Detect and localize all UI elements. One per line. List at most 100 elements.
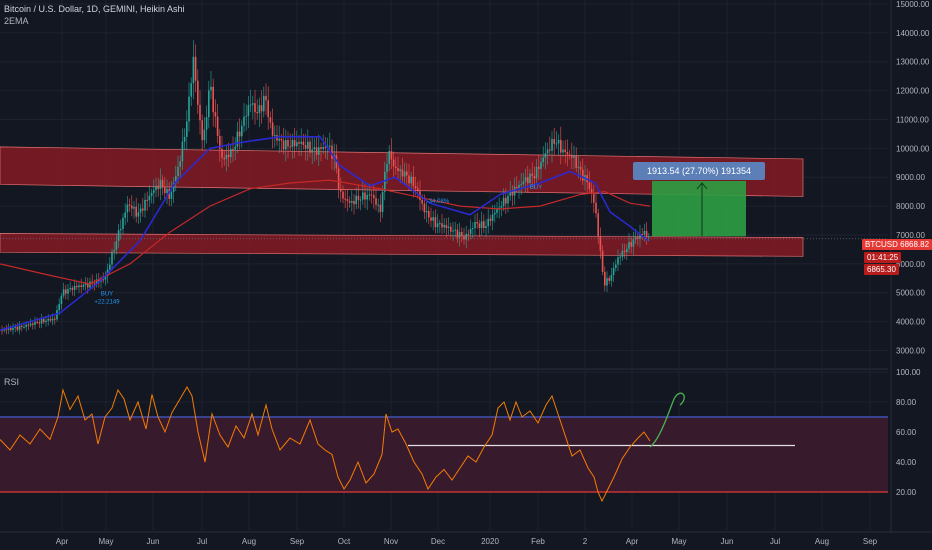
candle-body — [375, 198, 377, 205]
candle-body — [392, 159, 395, 167]
candles — [1, 40, 650, 335]
candle-body — [3, 329, 5, 331]
candle-body — [406, 171, 408, 176]
candle-body — [183, 136, 186, 142]
candle-body — [84, 283, 87, 285]
candle-body — [648, 236, 650, 238]
candle-body — [260, 105, 263, 112]
measure-label[interactable]: 1913.54 (27.70%) 191354 — [633, 162, 765, 180]
candle-body — [425, 211, 428, 213]
x-tick-label: May — [98, 537, 113, 546]
candle-body — [258, 105, 261, 114]
candle-body — [47, 318, 49, 321]
trade-annotation: +22.2149 — [94, 300, 120, 306]
candle-body — [274, 135, 276, 137]
candle-body — [144, 199, 146, 211]
candle-body — [439, 223, 441, 225]
candle-body — [458, 231, 461, 238]
rsi-projection-curve — [649, 392, 685, 448]
candle-body — [641, 233, 643, 235]
candle-body — [509, 191, 511, 196]
candle-body — [544, 153, 547, 158]
candle-body — [507, 195, 509, 204]
candle-body — [377, 204, 379, 206]
y-tick-label: 7000.00 — [896, 231, 925, 240]
candle-body — [133, 206, 135, 209]
candle-body — [628, 242, 630, 249]
candle-body — [111, 251, 113, 265]
candle-body — [25, 324, 27, 327]
x-tick-label: Aug — [242, 537, 256, 546]
candle-body — [159, 179, 162, 190]
candle-body — [454, 229, 456, 231]
candle-body — [621, 250, 624, 257]
candle-body — [533, 175, 536, 179]
candle-body — [412, 176, 415, 187]
candle-body — [234, 146, 236, 150]
candle-body — [615, 264, 617, 268]
candle-body — [474, 222, 476, 229]
candle-body — [307, 141, 309, 149]
y-tick-label: 14000.00 — [896, 29, 930, 38]
x-tick-label: Sep — [863, 537, 878, 546]
candle-body — [593, 193, 595, 203]
candle-body — [436, 223, 439, 228]
candle-body — [230, 149, 232, 158]
countdown-tag: 01:41:25 — [864, 252, 902, 263]
candle-body — [643, 231, 646, 235]
candle-body — [38, 322, 41, 324]
candle-body — [243, 116, 245, 126]
candle-body — [131, 205, 133, 209]
indicator-label: 2EMA — [4, 16, 29, 26]
prev-price-tag: 6865.30 — [864, 264, 899, 275]
candle-body — [384, 171, 386, 192]
candle-body — [126, 204, 129, 213]
candle-body — [293, 140, 296, 147]
candle-body — [505, 197, 507, 204]
candle-body — [135, 206, 137, 217]
candle-body — [500, 206, 503, 208]
x-tick-label: Nov — [384, 537, 398, 546]
rsi-tick-label: 20.00 — [896, 488, 917, 497]
last-price-text: 6868.82 — [900, 240, 930, 249]
trade-annotation: -34.08% — [427, 199, 450, 205]
candle-body — [302, 141, 305, 145]
candle-body — [309, 141, 311, 153]
candle-body — [381, 191, 384, 212]
candle-body — [278, 138, 280, 141]
candle-body — [423, 203, 426, 213]
candle-body — [450, 226, 452, 232]
target-projection[interactable] — [652, 180, 746, 237]
candle-body — [14, 326, 16, 328]
candle-body — [78, 285, 80, 288]
candle-body — [417, 188, 419, 192]
candle-body — [58, 303, 60, 311]
candle-body — [344, 198, 346, 200]
candle-body — [23, 326, 25, 328]
candle-body — [201, 120, 203, 141]
candle-body — [524, 177, 527, 182]
candle-body — [146, 199, 148, 201]
candle-body — [619, 256, 621, 258]
candle-body — [82, 284, 85, 287]
rsi-label: RSI — [4, 377, 20, 387]
candle-body — [522, 181, 525, 185]
candle-body — [62, 289, 65, 296]
candle-body — [610, 274, 613, 281]
y-tick-label: 15000.00 — [896, 0, 930, 9]
ema-fast-line — [0, 136, 649, 331]
candle-body — [65, 289, 67, 294]
candle-body — [467, 234, 470, 236]
candle-body — [194, 56, 197, 81]
candle-body — [269, 117, 272, 123]
candle-body — [285, 140, 287, 150]
candle-body — [54, 318, 56, 320]
symbol-price-tag: BTCUSD 6868.82 — [862, 239, 932, 250]
candle-body — [465, 234, 467, 240]
candle-body — [36, 321, 38, 323]
y-tick-label: 3000.00 — [896, 346, 925, 355]
x-tick-label: 2020 — [481, 537, 499, 546]
candle-body — [513, 186, 516, 196]
chart-title: Bitcoin / U.S. Dollar, 1D, GEMINI, Heiki… — [4, 4, 185, 14]
